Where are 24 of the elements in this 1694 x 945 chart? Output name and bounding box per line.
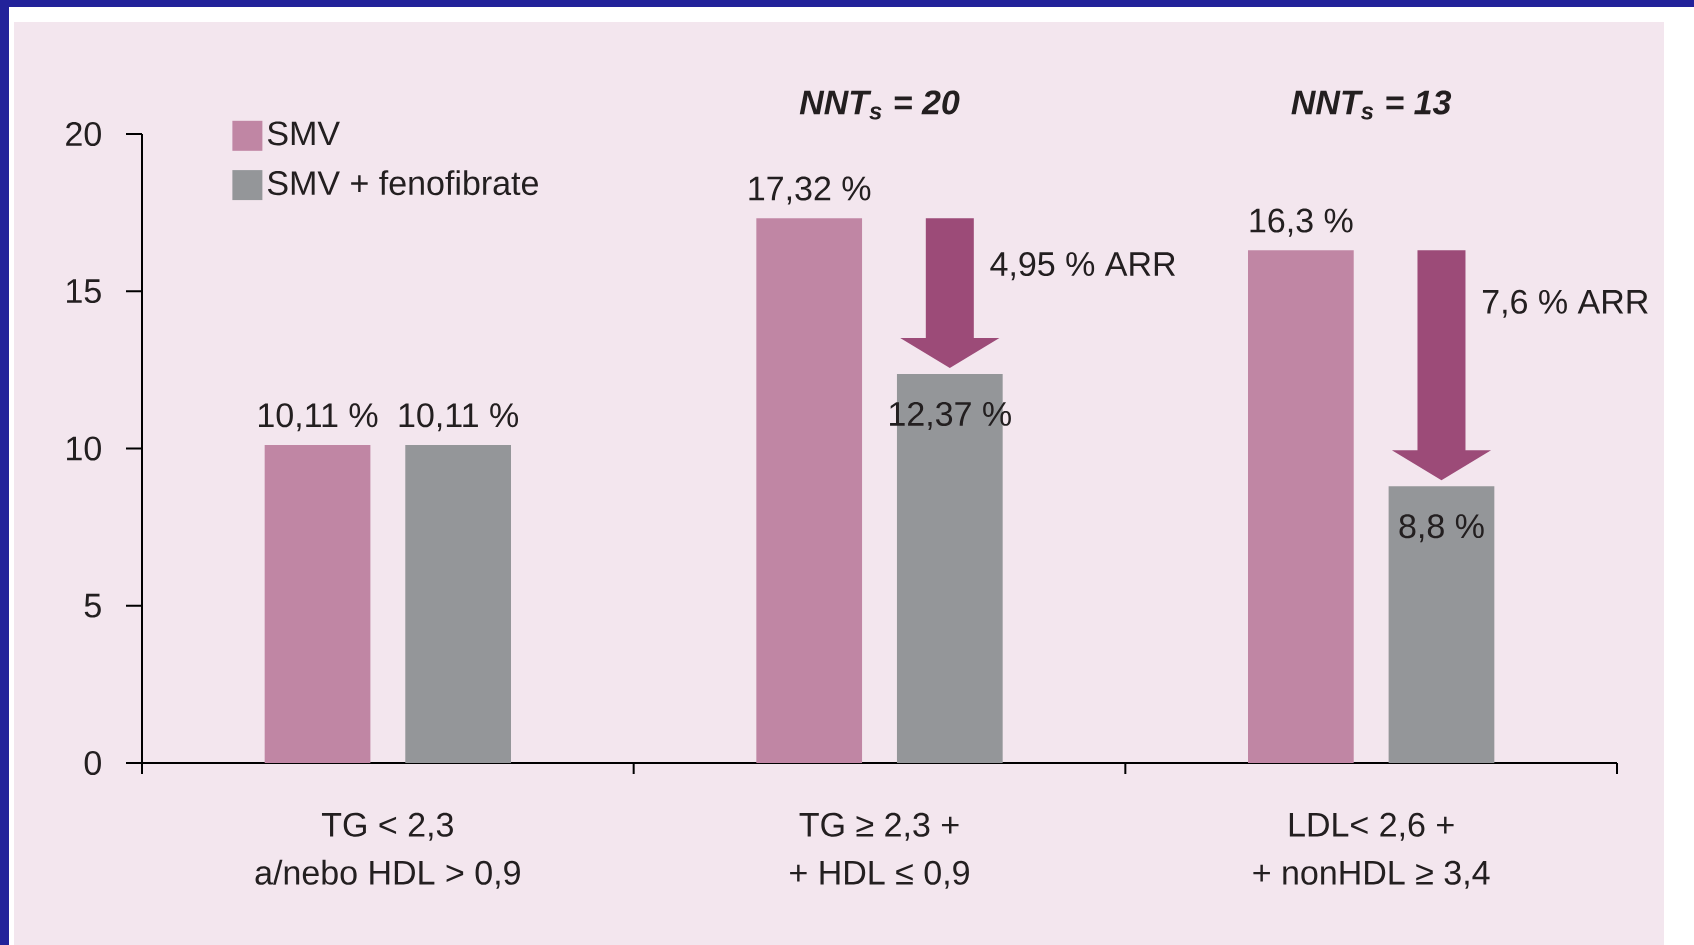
bar: [1248, 250, 1354, 763]
data-label: 16,3 %: [1250, 208, 1353, 237]
y-tick-label: 10: [67, 436, 101, 461]
x-tick-label: LDL< 2,6 + + nonHDL ≥ 3,4: [1253, 812, 1490, 889]
bar: [756, 218, 863, 763]
y-tick-label: 5: [84, 593, 101, 618]
annotation: 7,6 % ARR: [1482, 289, 1648, 318]
data-label: 17,32 %: [749, 176, 871, 205]
bar: [264, 445, 371, 763]
legend-label: SMV + fenofibrate: [267, 170, 538, 196]
y-tick-label: 15: [67, 279, 101, 304]
legend-label: SMV: [267, 121, 340, 146]
x-tick-label: TG < 2,3 a/nebo HDL > 0,9: [255, 812, 520, 889]
y-tick-label: 20: [66, 121, 101, 147]
data-label: 10,11 %: [259, 403, 378, 432]
bar: [405, 445, 511, 763]
text: NNT$_{s}$ = 20: [799, 90, 960, 120]
annotation: 4,95 % ARR: [990, 252, 1176, 281]
data-label: 10,11 %: [399, 403, 519, 432]
data-label: 8,8 %: [1399, 514, 1484, 543]
bar: [1388, 486, 1495, 763]
y-tick-label: 0: [84, 750, 101, 776]
x-tick-label: TG ≥ 2,3 + + HDL ≤ 0,9: [790, 812, 969, 889]
text: NNT$_{s}$ = 13: [1291, 90, 1452, 120]
